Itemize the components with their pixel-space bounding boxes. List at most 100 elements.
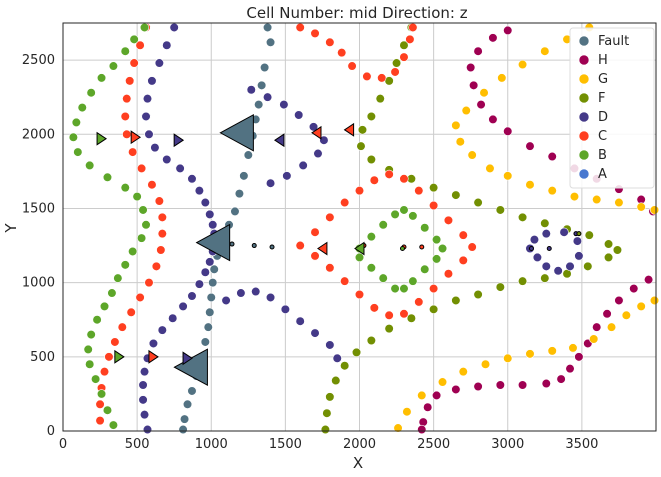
point-G bbox=[636, 301, 646, 311]
point-D bbox=[147, 76, 157, 86]
point-D bbox=[298, 160, 308, 171]
point-D bbox=[541, 261, 551, 271]
x-tick-label: 2000 bbox=[343, 437, 376, 452]
point-D bbox=[194, 279, 204, 289]
point-F bbox=[495, 282, 505, 292]
point-H bbox=[517, 380, 528, 390]
point-C bbox=[340, 276, 350, 286]
point-C bbox=[399, 174, 409, 184]
point-F bbox=[322, 408, 332, 418]
point-C bbox=[295, 240, 305, 251]
y-tick-label: 2500 bbox=[22, 53, 55, 68]
marker-Fault bbox=[229, 241, 235, 247]
legend-marker bbox=[578, 149, 590, 161]
point-H bbox=[574, 352, 584, 362]
legend-marker bbox=[578, 92, 590, 104]
point-B bbox=[120, 183, 130, 193]
point-F bbox=[517, 276, 528, 286]
x-tick-label: 3500 bbox=[565, 437, 598, 452]
point-D bbox=[200, 267, 210, 277]
point-Fault bbox=[257, 80, 267, 90]
point-B bbox=[132, 191, 142, 202]
point-C bbox=[443, 215, 454, 225]
point-F bbox=[340, 361, 350, 371]
point-B bbox=[92, 315, 102, 325]
point-D bbox=[187, 174, 197, 184]
point-D bbox=[221, 295, 231, 306]
point-H bbox=[643, 275, 654, 285]
point-B bbox=[138, 205, 148, 215]
point-B bbox=[120, 260, 130, 270]
point-G bbox=[606, 322, 617, 332]
point-D bbox=[141, 111, 151, 122]
point-D bbox=[532, 252, 543, 263]
point-B bbox=[431, 254, 442, 264]
point-Fault bbox=[206, 292, 216, 303]
point-C bbox=[362, 71, 372, 82]
point-C bbox=[95, 416, 105, 426]
point-B bbox=[420, 223, 430, 233]
point-D bbox=[162, 40, 172, 50]
point-B bbox=[420, 264, 430, 274]
point-D bbox=[541, 229, 551, 239]
point-G bbox=[517, 59, 528, 70]
point-G bbox=[503, 353, 513, 363]
point-C bbox=[120, 111, 130, 122]
point-B bbox=[96, 389, 107, 399]
point-C bbox=[414, 186, 424, 196]
point-C bbox=[408, 22, 418, 33]
point-C bbox=[384, 169, 394, 179]
orientation-B bbox=[114, 349, 125, 364]
point-B bbox=[408, 211, 418, 221]
point-F bbox=[366, 154, 376, 165]
orientation-C bbox=[317, 241, 328, 256]
point-G bbox=[451, 120, 461, 130]
point-B bbox=[83, 344, 93, 355]
point-D bbox=[553, 266, 563, 276]
orientation-D bbox=[274, 133, 285, 148]
point-B bbox=[108, 61, 119, 71]
point-F bbox=[451, 190, 461, 200]
point-C bbox=[99, 367, 110, 377]
point-F bbox=[331, 375, 341, 386]
point-C bbox=[129, 58, 139, 68]
point-F bbox=[473, 289, 483, 300]
x-ticks: 0 500 1000 1500 2000 2500 3000 3500 bbox=[59, 437, 599, 452]
point-B bbox=[113, 273, 123, 283]
marker-Fault bbox=[251, 243, 257, 249]
point-C bbox=[369, 175, 379, 185]
point-F bbox=[375, 94, 385, 104]
point-D bbox=[572, 236, 583, 246]
marker-Fault bbox=[269, 244, 275, 250]
point-C bbox=[325, 212, 335, 222]
point-H bbox=[592, 322, 602, 332]
point-G bbox=[525, 180, 535, 190]
point-D bbox=[246, 85, 256, 95]
y-ticks: 0 500 1000 1500 2000 2500 bbox=[22, 53, 55, 439]
point-F bbox=[399, 40, 409, 50]
point-C bbox=[95, 399, 105, 409]
point-B bbox=[129, 34, 139, 44]
x-axis-label: X bbox=[353, 454, 363, 472]
point-C bbox=[122, 94, 132, 104]
point-B bbox=[399, 205, 409, 215]
point-H bbox=[556, 374, 566, 384]
point-Fault bbox=[203, 322, 213, 332]
point-G bbox=[621, 310, 631, 320]
point-B bbox=[390, 209, 400, 219]
legend-marker bbox=[578, 54, 590, 66]
point-G bbox=[485, 163, 495, 173]
legend-marker bbox=[578, 111, 590, 123]
point-F bbox=[584, 230, 594, 240]
y-tick-label: 0 bbox=[47, 424, 55, 439]
point-B bbox=[68, 132, 78, 142]
legend-label: H bbox=[598, 53, 608, 68]
point-F bbox=[406, 313, 416, 323]
point-G bbox=[393, 423, 403, 433]
point-B bbox=[99, 301, 110, 311]
x-tick-label: 0 bbox=[59, 437, 67, 452]
point-G bbox=[455, 137, 465, 147]
point-D bbox=[168, 313, 178, 323]
point-Fault bbox=[260, 62, 270, 73]
point-D bbox=[142, 424, 153, 435]
